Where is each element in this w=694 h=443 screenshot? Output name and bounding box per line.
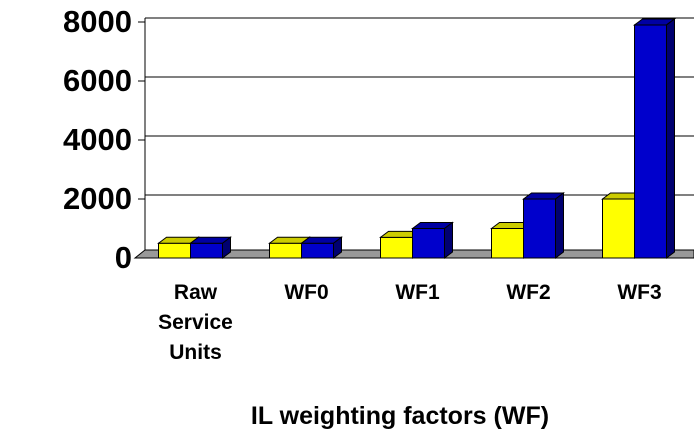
bar-face (190, 242, 223, 259)
bar (300, 236, 343, 259)
bar-face (444, 221, 453, 259)
bar-face (523, 198, 556, 259)
bar-face (222, 236, 231, 259)
y-tick-label: 0 (115, 240, 132, 275)
y-tick-label: 6000 (63, 63, 132, 98)
bar-face (301, 242, 334, 259)
x-tick-label: WF1 (395, 281, 440, 304)
x-tick-label: WF2 (506, 281, 551, 304)
bar (268, 236, 311, 259)
bar (633, 17, 676, 259)
bar-face (158, 242, 191, 259)
bar (411, 221, 454, 259)
bar-face (491, 228, 524, 259)
bar-face (555, 192, 564, 259)
y-tick-label: 4000 (63, 122, 132, 157)
bar (522, 192, 565, 259)
y-tick-label: 2000 (63, 181, 132, 216)
bar (189, 236, 232, 259)
bar-face (602, 198, 635, 259)
bar-face (412, 228, 445, 259)
x-tick-label: WF3 (617, 281, 662, 304)
bar-face (666, 17, 675, 259)
bar-face (380, 236, 413, 259)
bar-face (333, 236, 342, 259)
bar-face (634, 24, 667, 259)
y-tick-label: 8000 (63, 4, 132, 39)
x-axis-label: IL weighting factors (WF) (250, 402, 550, 430)
bar-face (269, 242, 302, 259)
x-tick-label: WF0 (284, 281, 329, 304)
x-tick-label: Raw Service Units (158, 281, 233, 364)
